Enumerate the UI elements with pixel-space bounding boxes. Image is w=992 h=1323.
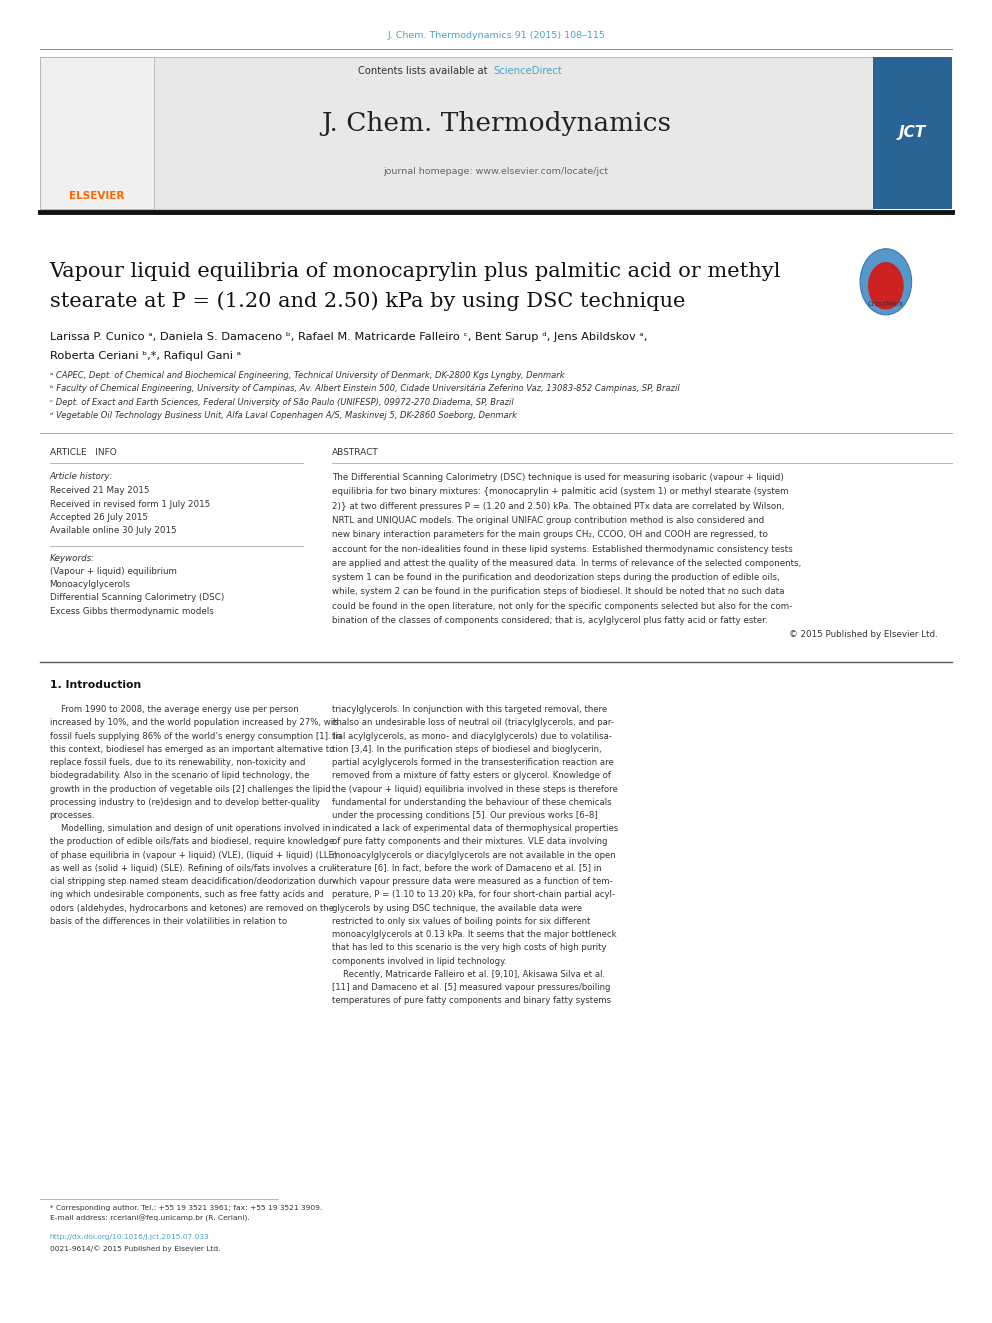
Text: 0021-9614/© 2015 Published by Elsevier Ltd.: 0021-9614/© 2015 Published by Elsevier L… — [50, 1245, 220, 1253]
Text: Article history:: Article history: — [50, 472, 113, 480]
Text: JCT: JCT — [899, 124, 927, 140]
Text: Larissa P. Cunico ᵃ, Daniela S. Damaceno ᵇ, Rafael M. Matricarde Falleiro ᶜ, Ben: Larissa P. Cunico ᵃ, Daniela S. Damaceno… — [50, 332, 647, 343]
Text: stearate at P = (1.20 and 2.50) kPa by using DSC technique: stearate at P = (1.20 and 2.50) kPa by u… — [50, 292, 684, 311]
Text: account for the non-idealities found in these lipid systems. Established thermod: account for the non-idealities found in … — [332, 545, 793, 553]
Text: ABSTRACT: ABSTRACT — [332, 448, 379, 456]
Text: temperatures of pure fatty components and binary fatty systems: temperatures of pure fatty components an… — [332, 996, 611, 1005]
Text: biodegradability. Also in the scenario of lipid technology, the: biodegradability. Also in the scenario o… — [50, 771, 309, 781]
Text: as well as (solid + liquid) (SLE). Refining of oils/fats involves a cru-: as well as (solid + liquid) (SLE). Refin… — [50, 864, 335, 873]
Text: the production of edible oils/fats and biodiesel, require knowledge: the production of edible oils/fats and b… — [50, 837, 333, 847]
Text: Accepted 26 July 2015: Accepted 26 July 2015 — [50, 513, 148, 521]
Bar — [40, 57, 873, 209]
Text: while, system 2 can be found in the purification steps of biodiesel. It should b: while, system 2 can be found in the puri… — [332, 587, 785, 597]
Text: J. Chem. Thermodynamics: J. Chem. Thermodynamics — [321, 111, 671, 135]
Text: E-mail address: rceriani@feq.unicamp.br (R. Ceriani).: E-mail address: rceriani@feq.unicamp.br … — [50, 1215, 249, 1222]
Text: NRTL and UNIQUAC models. The original UNIFAC group contribution method is also c: NRTL and UNIQUAC models. The original UN… — [332, 516, 765, 525]
Text: ELSEVIER: ELSEVIER — [68, 191, 124, 201]
Text: Monoacylglycerols: Monoacylglycerols — [50, 581, 131, 589]
Text: The Differential Scanning Calorimetry (DSC) technique is used for measuring isob: The Differential Scanning Calorimetry (D… — [332, 474, 785, 482]
Text: Excess Gibbs thermodynamic models: Excess Gibbs thermodynamic models — [50, 607, 213, 615]
Text: ᵈ Vegetable Oil Technology Business Unit, Alfa Laval Copenhagen A/S, Maskinvej 5: ᵈ Vegetable Oil Technology Business Unit… — [50, 411, 517, 419]
Text: basis of the differences in their volatilities in relation to: basis of the differences in their volati… — [50, 917, 287, 926]
Text: under the processing conditions [5]. Our previous works [6–8]: under the processing conditions [5]. Our… — [332, 811, 598, 820]
Text: glycerols by using DSC technique, the available data were: glycerols by using DSC technique, the av… — [332, 904, 582, 913]
Text: journal homepage: www.elsevier.com/locate/jct: journal homepage: www.elsevier.com/locat… — [384, 168, 608, 176]
Text: bination of the classes of components considered; that is, acylglycerol plus fat: bination of the classes of components co… — [332, 617, 768, 624]
Text: of phase equilibria in (vapour + liquid) (VLE), (liquid + liquid) (LLE): of phase equilibria in (vapour + liquid)… — [50, 851, 336, 860]
Text: © 2015 Published by Elsevier Ltd.: © 2015 Published by Elsevier Ltd. — [789, 630, 937, 639]
Text: fundamental for understanding the behaviour of these chemicals: fundamental for understanding the behavi… — [332, 798, 612, 807]
Text: processes.: processes. — [50, 811, 95, 820]
Text: (Vapour + liquid) equilibrium: (Vapour + liquid) equilibrium — [50, 568, 177, 576]
Text: fossil fuels supplying 86% of the world’s energy consumption [1]. In: fossil fuels supplying 86% of the world’… — [50, 732, 341, 741]
Text: which vapour pressure data were measured as a function of tem-: which vapour pressure data were measured… — [332, 877, 613, 886]
Ellipse shape — [868, 262, 904, 310]
Text: indicated a lack of experimental data of thermophysical properties: indicated a lack of experimental data of… — [332, 824, 619, 833]
Text: partial acylglycerols formed in the transesterification reaction are: partial acylglycerols formed in the tran… — [332, 758, 614, 767]
Text: Roberta Ceriani ᵇ,*, Rafiqul Gani ᵃ: Roberta Ceriani ᵇ,*, Rafiqul Gani ᵃ — [50, 351, 241, 361]
Text: [11] and Damaceno et al. [5] measured vapour pressures/boiling: [11] and Damaceno et al. [5] measured va… — [332, 983, 611, 992]
Text: components involved in lipid technology.: components involved in lipid technology. — [332, 957, 507, 966]
Text: processing industry to (re)design and to develop better-quality: processing industry to (re)design and to… — [50, 798, 319, 807]
Text: restricted to only six values of boiling points for six different: restricted to only six values of boiling… — [332, 917, 590, 926]
Text: 2)} at two different pressures P = (1.20 and 2.50) kPa. The obtained PTx data ar: 2)} at two different pressures P = (1.20… — [332, 501, 785, 511]
Text: monoacylglycerols at 0.13 kPa. It seems that the major bottleneck: monoacylglycerols at 0.13 kPa. It seems … — [332, 930, 617, 939]
Text: CrossMark: CrossMark — [868, 302, 904, 307]
Text: http://dx.doi.org/10.1016/j.jct.2015.07.033: http://dx.doi.org/10.1016/j.jct.2015.07.… — [50, 1234, 209, 1240]
Text: ScienceDirect: ScienceDirect — [493, 66, 561, 77]
Bar — [40, 57, 154, 209]
Text: From 1990 to 2008, the average energy use per person: From 1990 to 2008, the average energy us… — [50, 705, 299, 714]
Text: the (vapour + liquid) equilibria involved in these steps is therefore: the (vapour + liquid) equilibria involve… — [332, 785, 618, 794]
Text: monoacylglycerols or diacylglycerols are not available in the open: monoacylglycerols or diacylglycerols are… — [332, 851, 616, 860]
Text: Received 21 May 2015: Received 21 May 2015 — [50, 487, 149, 495]
Text: new binary interaction parameters for the main groups CH₂, CCOO, OH and COOH are: new binary interaction parameters for th… — [332, 531, 768, 540]
Text: Vapour liquid equilibria of monocaprylin plus palmitic acid or methyl: Vapour liquid equilibria of monocaprylin… — [50, 262, 781, 280]
Text: 1. Introduction: 1. Introduction — [50, 680, 141, 691]
Text: Recently, Matricarde Falleiro et al. [9,10], Akisawa Silva et al.: Recently, Matricarde Falleiro et al. [9,… — [332, 970, 605, 979]
Text: Received in revised form 1 July 2015: Received in revised form 1 July 2015 — [50, 500, 210, 508]
Text: Keywords:: Keywords: — [50, 554, 94, 562]
Text: Available online 30 July 2015: Available online 30 July 2015 — [50, 527, 177, 534]
Text: J. Chem. Thermodynamics 91 (2015) 108–115: J. Chem. Thermodynamics 91 (2015) 108–11… — [387, 32, 605, 40]
Text: Modelling, simulation and design of unit operations involved in: Modelling, simulation and design of unit… — [50, 824, 330, 833]
Text: Contents lists available at: Contents lists available at — [358, 66, 491, 77]
Text: Differential Scanning Calorimetry (DSC): Differential Scanning Calorimetry (DSC) — [50, 594, 224, 602]
Text: tion [3,4]. In the purification steps of biodiesel and bioglycerin,: tion [3,4]. In the purification steps of… — [332, 745, 602, 754]
Text: tial acylglycerols, as mono- and diacylglycerols) due to volatilisa-: tial acylglycerols, as mono- and diacylg… — [332, 732, 612, 741]
Text: system 1 can be found in the purification and deodorization steps during the pro: system 1 can be found in the purificatio… — [332, 573, 780, 582]
Text: ing which undesirable components, such as free fatty acids and: ing which undesirable components, such a… — [50, 890, 323, 900]
Text: equilibria for two binary mixtures: {monocaprylin + palmitic acid (system 1) or : equilibria for two binary mixtures: {mon… — [332, 487, 789, 496]
Text: are applied and attest the quality of the measured data. In terms of relevance o: are applied and attest the quality of th… — [332, 558, 802, 568]
Text: increased by 10%, and the world population increased by 27%, with: increased by 10%, and the world populati… — [50, 718, 341, 728]
Text: ARTICLE   INFO: ARTICLE INFO — [50, 448, 116, 456]
Text: this context, biodiesel has emerged as an important alternative to: this context, biodiesel has emerged as a… — [50, 745, 334, 754]
Text: could be found in the open literature, not only for the specific components sele: could be found in the open literature, n… — [332, 602, 793, 611]
Text: odors (aldehydes, hydrocarbons and ketones) are removed on the: odors (aldehydes, hydrocarbons and keton… — [50, 904, 333, 913]
Text: removed from a mixture of fatty esters or glycerol. Knowledge of: removed from a mixture of fatty esters o… — [332, 771, 611, 781]
Text: triacylglycerols. In conjunction with this targeted removal, there: triacylglycerols. In conjunction with th… — [332, 705, 607, 714]
Text: literature [6]. In fact, before the work of Damaceno et al. [5] in: literature [6]. In fact, before the work… — [332, 864, 602, 873]
Text: growth in the production of vegetable oils [2] challenges the lipid: growth in the production of vegetable oi… — [50, 785, 330, 794]
Text: ᶜ Dept. of Exact and Earth Sciences, Federal University of São Paulo (UNIFESP), : ᶜ Dept. of Exact and Earth Sciences, Fed… — [50, 398, 513, 406]
Text: ᵃ CAPEC, Dept. of Chemical and Biochemical Engineering, Technical University of : ᵃ CAPEC, Dept. of Chemical and Biochemic… — [50, 372, 564, 380]
Text: perature, P = (1.10 to 13.20) kPa, for four short-chain partial acyl-: perature, P = (1.10 to 13.20) kPa, for f… — [332, 890, 615, 900]
Text: cial stripping step named steam deacidification/deodorization dur-: cial stripping step named steam deacidif… — [50, 877, 335, 886]
Text: is also an undesirable loss of neutral oil (triacylglycerols, and par-: is also an undesirable loss of neutral o… — [332, 718, 614, 728]
Text: * Corresponding author. Tel.: +55 19 3521 3961; fax: +55 19 3521 3909.: * Corresponding author. Tel.: +55 19 352… — [50, 1205, 321, 1211]
Text: ᵇ Faculty of Chemical Engineering, University of Campinas, Av. Albert Einstein 5: ᵇ Faculty of Chemical Engineering, Unive… — [50, 385, 680, 393]
Text: of pure fatty components and their mixtures. VLE data involving: of pure fatty components and their mixtu… — [332, 837, 608, 847]
Text: that has led to this scenario is the very high costs of high purity: that has led to this scenario is the ver… — [332, 943, 607, 953]
Text: replace fossil fuels, due to its renewability, non-toxicity and: replace fossil fuels, due to its renewab… — [50, 758, 306, 767]
Ellipse shape — [860, 249, 912, 315]
Bar — [873, 57, 952, 209]
